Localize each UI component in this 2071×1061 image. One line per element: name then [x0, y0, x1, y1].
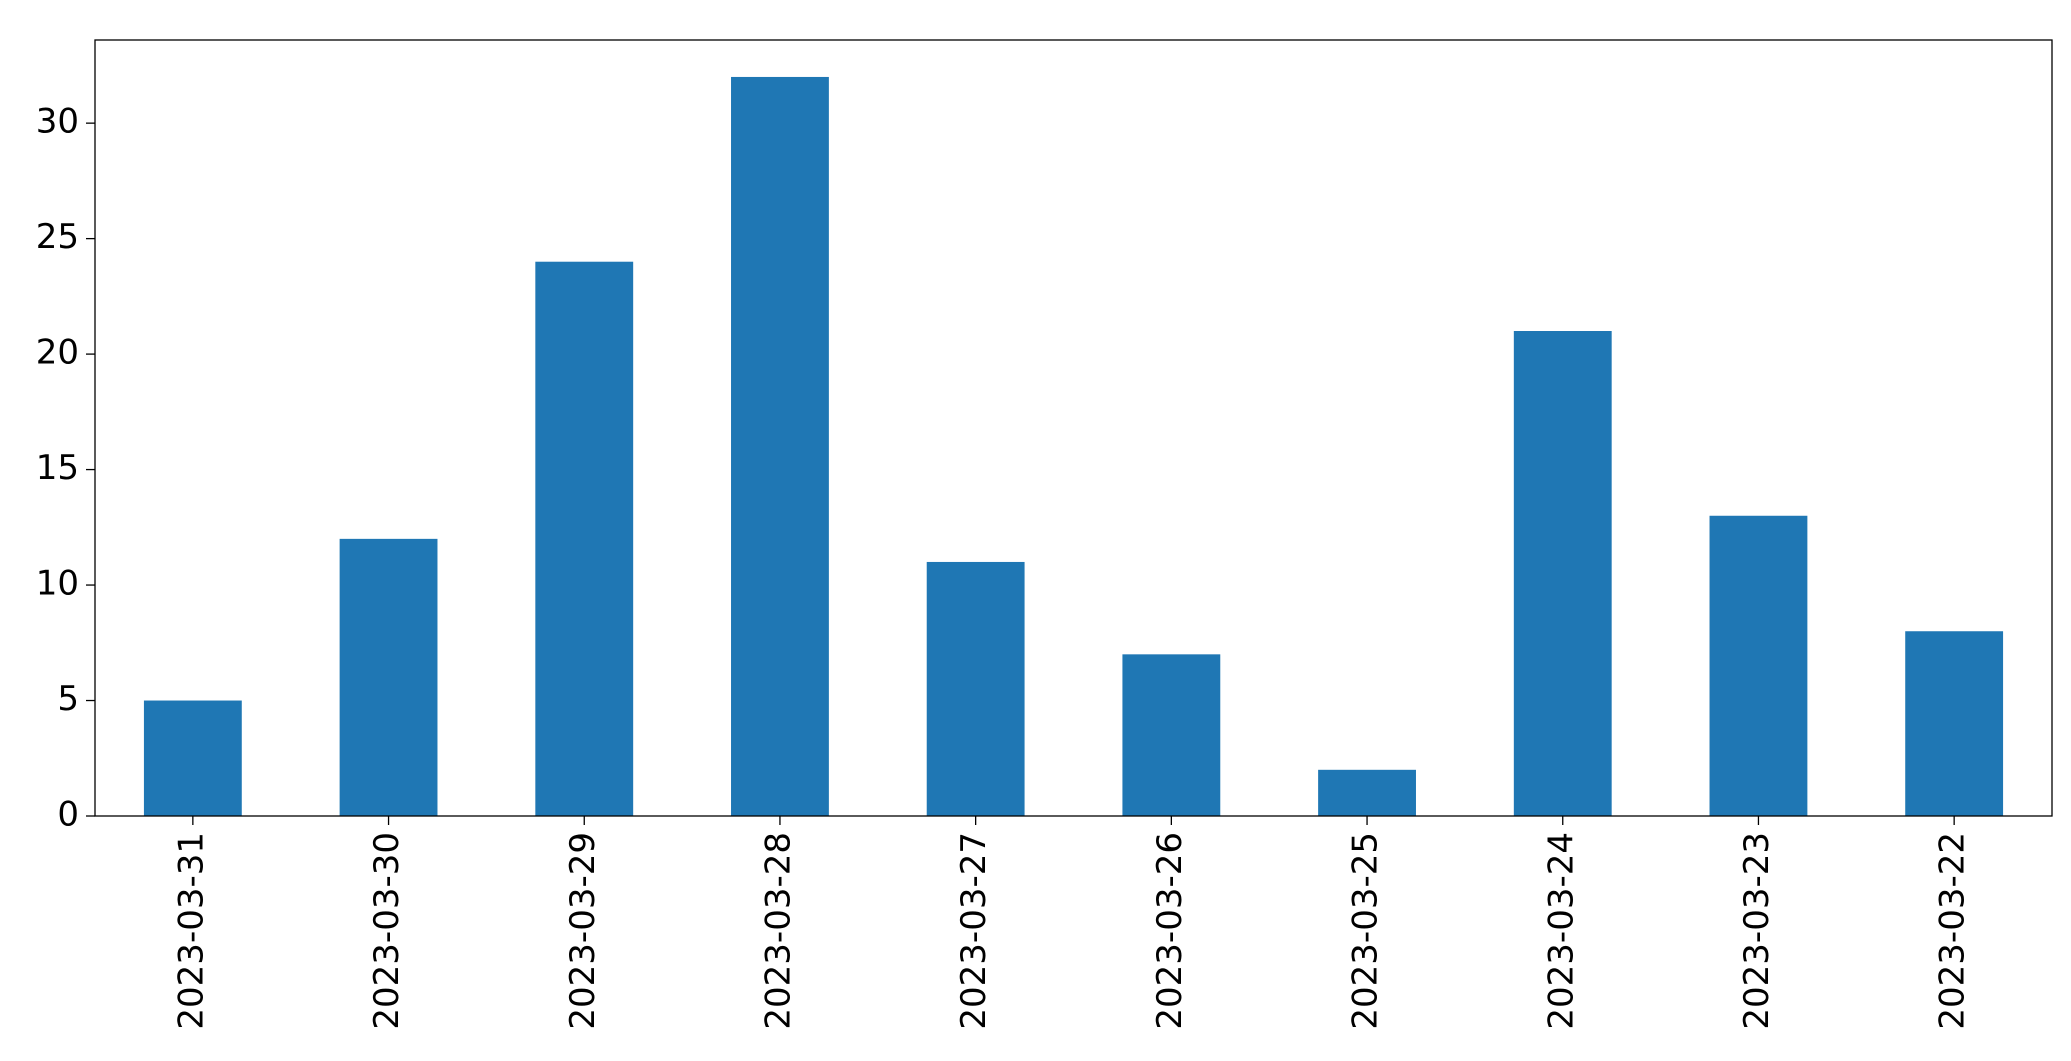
bar [143, 700, 242, 816]
y-tick-label: 25 [36, 217, 79, 257]
bar [339, 538, 438, 816]
y-tick-label: 30 [36, 102, 79, 142]
x-tick-label: 2023-03-29 [563, 832, 603, 1030]
y-tick-label: 20 [36, 333, 79, 373]
plot-frame [94, 39, 2053, 817]
y-tick-label: 15 [36, 448, 79, 488]
x-tick-label: 2023-03-26 [1150, 832, 1190, 1030]
bar [535, 261, 634, 816]
bar [926, 561, 1025, 816]
bar [1513, 331, 1612, 816]
y-tick-label: 10 [36, 564, 79, 604]
bar [1318, 769, 1416, 816]
x-tick-label: 2023-03-24 [1541, 832, 1581, 1030]
x-tick-label: 2023-03-30 [367, 832, 407, 1030]
y-tick-label: 5 [57, 679, 79, 719]
x-tick-label: 2023-03-25 [1346, 832, 1386, 1030]
bar [731, 76, 829, 816]
bar [1905, 631, 2004, 816]
bar [1122, 654, 1221, 816]
y-tick-label: 0 [57, 795, 79, 835]
x-tick-label: 2023-03-27 [954, 832, 994, 1030]
bar [1709, 515, 1808, 816]
x-tick-label: 2023-03-22 [1933, 832, 1973, 1030]
x-tick-label: 2023-03-23 [1737, 832, 1777, 1030]
x-tick-label: 2023-03-31 [171, 832, 211, 1030]
x-tick-label: 2023-03-28 [758, 832, 798, 1030]
